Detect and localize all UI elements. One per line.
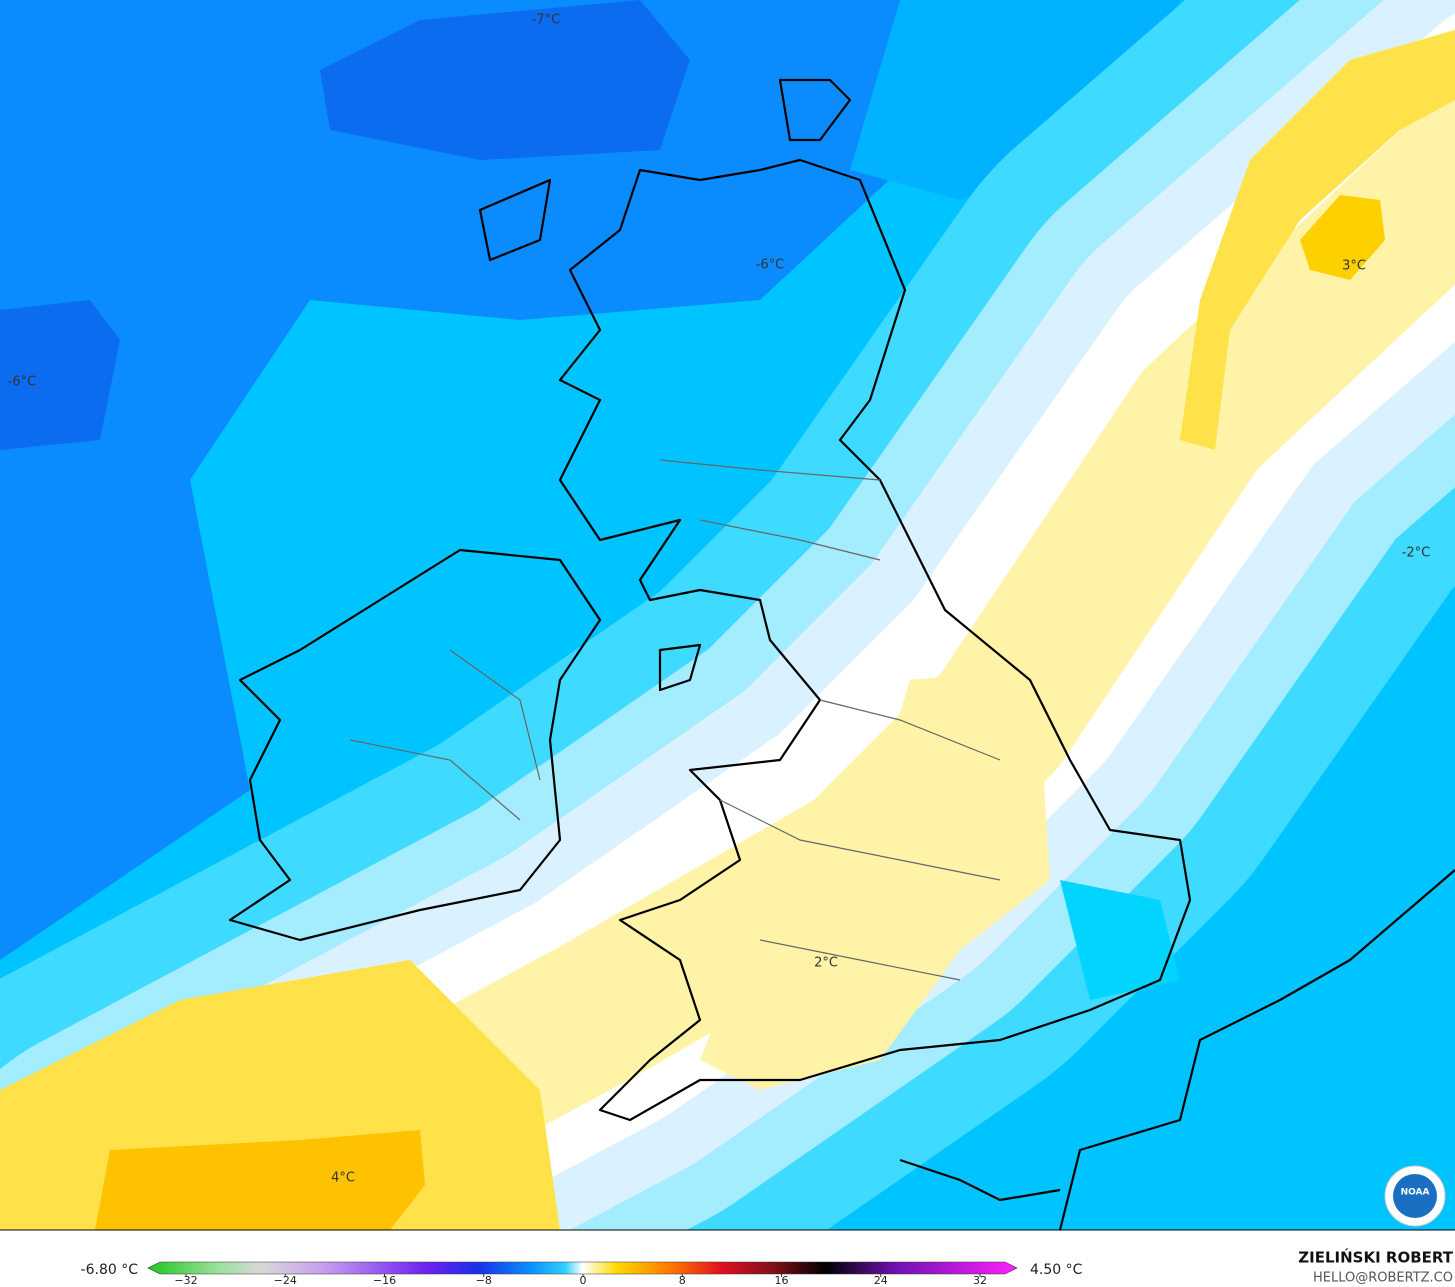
contour-labels: -7°C -6°C -6°C 3°C -2°C 4°C 2°C	[8, 13, 1431, 1186]
colorbar-tick-label: 0	[580, 1274, 587, 1287]
legend-max: 4.50 °C	[1030, 1262, 1083, 1278]
contour-label: -6°C	[8, 375, 37, 390]
contour-label: 3°C	[1342, 259, 1366, 274]
colorbar	[147, 1261, 1018, 1275]
colorbar-tick-label: −32	[174, 1274, 197, 1287]
legend-min: -6.80 °C	[81, 1262, 139, 1278]
contact: HELLO@ROBERTZ.CO	[1313, 1271, 1453, 1286]
noaa-logo-inner	[1393, 1174, 1437, 1218]
colorbar-tick-label: −16	[373, 1274, 396, 1287]
contour-label: 2°C	[814, 956, 838, 971]
colorbar-tick-label: 32	[973, 1274, 987, 1287]
contour-label: -6°C	[756, 258, 785, 273]
temperature-field	[0, 0, 1455, 1230]
colorbar-tick-label: −8	[476, 1274, 492, 1287]
colorbar-tick-label: 8	[679, 1274, 686, 1287]
contour-label: -7°C	[532, 13, 561, 28]
noaa-logo-text: NOAA	[1401, 1188, 1430, 1198]
colorbar-tick-label: 16	[775, 1274, 789, 1287]
contour-label: 4°C	[331, 1171, 355, 1186]
colorbar-tick-label: −24	[274, 1274, 297, 1287]
colorbar-ticks: −32 −24 −16 −8 0 8 16 24 32	[174, 1274, 987, 1287]
author: ZIELIŃSKI ROBERT	[1298, 1248, 1453, 1267]
coastlines	[228, 78, 1455, 1231]
contour-label: -2°C	[1402, 546, 1431, 561]
colorbar-tick-label: 24	[874, 1274, 888, 1287]
